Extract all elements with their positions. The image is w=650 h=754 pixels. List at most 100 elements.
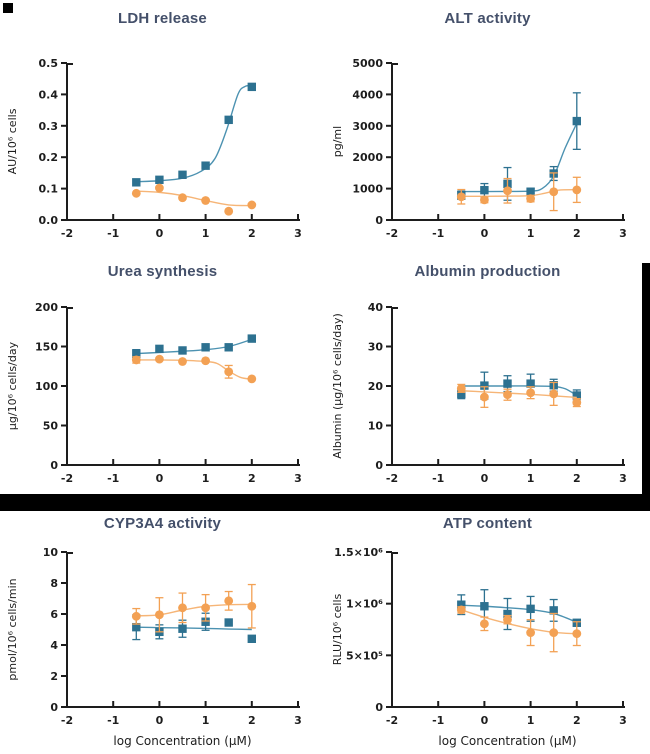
data-point-circle <box>178 357 187 366</box>
data-point-square <box>503 379 512 388</box>
data-point-circle <box>155 183 164 193</box>
data-point-circle <box>549 628 559 637</box>
data-point-square <box>526 187 535 196</box>
x-tick-label: -1 <box>432 714 444 727</box>
data-point-square <box>526 379 535 388</box>
x-tick-label: 0 <box>156 227 164 240</box>
data-point-circle <box>201 356 211 366</box>
chart-title: Albumin production <box>414 263 561 280</box>
x-tick-label: 3 <box>294 714 302 727</box>
chart-title: LDH release <box>118 10 207 27</box>
x-tick-label: -1 <box>107 472 119 485</box>
x-tick-label: 0 <box>481 227 489 240</box>
x-tick-label: 1 <box>202 472 210 485</box>
data-point-square <box>132 349 141 358</box>
y-tick-label: 1000 <box>352 183 383 196</box>
x-tick-label: -2 <box>386 714 398 727</box>
y-tick-label: 0 <box>50 701 58 714</box>
chart-panel-cyp3a4-activity: CYP3A4 activity 0 2 4 6 8 10 -2 -1 0 1 2 3 pmol/10⁶ … <box>0 512 325 754</box>
data-point-circle <box>572 398 582 407</box>
chart-plot: 0.0 0.1 0.2 0.3 0.4 0.5 -2 -1 0 1 2 3 AU/10⁶ cells <box>6 57 302 240</box>
data-point-square <box>572 116 581 126</box>
data-point-circle <box>526 628 535 637</box>
y-tick-label: 0 <box>50 459 58 472</box>
data-point-circle <box>526 194 535 204</box>
data-point-circle <box>224 367 234 377</box>
y-tick-label: 6 <box>50 608 58 621</box>
chart-panel-ldh-release: LDH release 0.0 0.1 0.2 0.3 0.4 0.5 -2 -1 0 1 2 3 AU… <box>0 0 325 250</box>
series-curve <box>136 626 252 631</box>
x-tick-label: 3 <box>294 472 302 485</box>
axes: 0.0 0.1 0.2 0.3 0.4 0.5 -2 -1 0 1 2 3 <box>39 57 302 240</box>
data-point-circle <box>456 192 466 202</box>
data-point-circle <box>503 186 512 196</box>
x-tick-label: 3 <box>619 227 627 240</box>
chart-plot: 0 2 4 6 8 10 -2 -1 0 1 2 3 pmol/10⁶ cells/min log Con… <box>6 546 302 748</box>
data-point-square <box>572 391 581 400</box>
axes: 0 1000 2000 3000 4000 5000 -2 -1 0 1 2 3 <box>352 57 626 240</box>
series-circles <box>456 381 582 408</box>
y-tick-label: 0.3 <box>39 120 59 133</box>
y-tick-label: 0 <box>375 214 383 227</box>
y-tick-label: 0.5 <box>39 57 59 70</box>
data-point-circle <box>247 601 257 611</box>
data-point-circle <box>572 185 582 195</box>
chart-plot: 0 50 100 150 200 -2 -1 0 1 2 3 µg/10⁶ cells/day <box>6 301 302 485</box>
x-tick-label: -1 <box>107 227 119 240</box>
chart-title: ATP content <box>442 515 533 532</box>
data-point-circle <box>178 603 187 613</box>
data-point-square <box>132 178 141 187</box>
x-tick-label: 1 <box>527 472 535 485</box>
data-point-circle <box>456 605 466 615</box>
data-point-square <box>457 389 466 399</box>
x-tick-label: 0 <box>481 714 489 727</box>
data-point-circle <box>131 188 141 198</box>
y-tick-label: 20 <box>368 380 384 393</box>
series-curve <box>461 122 578 193</box>
x-tick-label: -1 <box>432 227 444 240</box>
x-axis-title: log Concentration (µM) <box>113 734 251 748</box>
data-point-square <box>155 344 164 354</box>
y-tick-label: 4000 <box>352 88 383 101</box>
series-curve <box>461 604 578 623</box>
data-point-circle <box>549 187 559 197</box>
data-point-square <box>480 381 489 390</box>
x-tick-label: -1 <box>432 472 444 485</box>
data-point-circle <box>201 603 211 613</box>
x-tick-label: -2 <box>61 227 73 240</box>
chart-panel-urea-synthesis: Urea synthesis 0 50 100 150 200 -2 -1 0 1 2 3 µg/10… <box>0 250 325 494</box>
y-tick-label: 0.4 <box>39 88 59 101</box>
data-point-square <box>457 600 466 609</box>
y-axis-title: pmol/10⁶ cells/min <box>6 578 19 680</box>
data-point-square <box>201 161 210 170</box>
y-tick-label: 0 <box>375 701 383 714</box>
data-point-square <box>224 115 233 125</box>
x-tick-label: 3 <box>619 714 627 727</box>
y-tick-label: 4 <box>50 639 58 652</box>
x-tick-label: -2 <box>386 472 398 485</box>
data-point-square <box>132 622 141 632</box>
y-tick-label: 1.5×10⁶ <box>334 546 383 559</box>
x-axis-title: log Concentration (µM) <box>438 734 576 748</box>
series-circles <box>456 605 582 653</box>
series-curve <box>136 84 252 183</box>
data-point-circle <box>178 193 187 203</box>
y-tick-label: 0.0 <box>39 214 59 227</box>
y-tick-label: 5×10⁵ <box>346 649 383 662</box>
data-point-circle <box>480 195 489 205</box>
y-axis-title: RLU/10⁶ cells <box>331 593 344 665</box>
data-point-square <box>224 618 233 627</box>
data-point-square <box>247 634 256 643</box>
series-circles <box>131 583 257 633</box>
data-point-square <box>526 604 535 614</box>
series-squares <box>132 334 256 359</box>
y-tick-label: 3000 <box>352 120 383 133</box>
series-squares <box>457 92 581 201</box>
x-tick-label: 0 <box>156 472 164 485</box>
data-point-circle <box>247 374 257 384</box>
series-curve <box>461 609 577 635</box>
series-curve <box>136 338 253 355</box>
x-tick-label: 2 <box>248 714 256 727</box>
y-tick-label: 5000 <box>352 57 383 70</box>
x-tick-label: 2 <box>573 714 581 727</box>
